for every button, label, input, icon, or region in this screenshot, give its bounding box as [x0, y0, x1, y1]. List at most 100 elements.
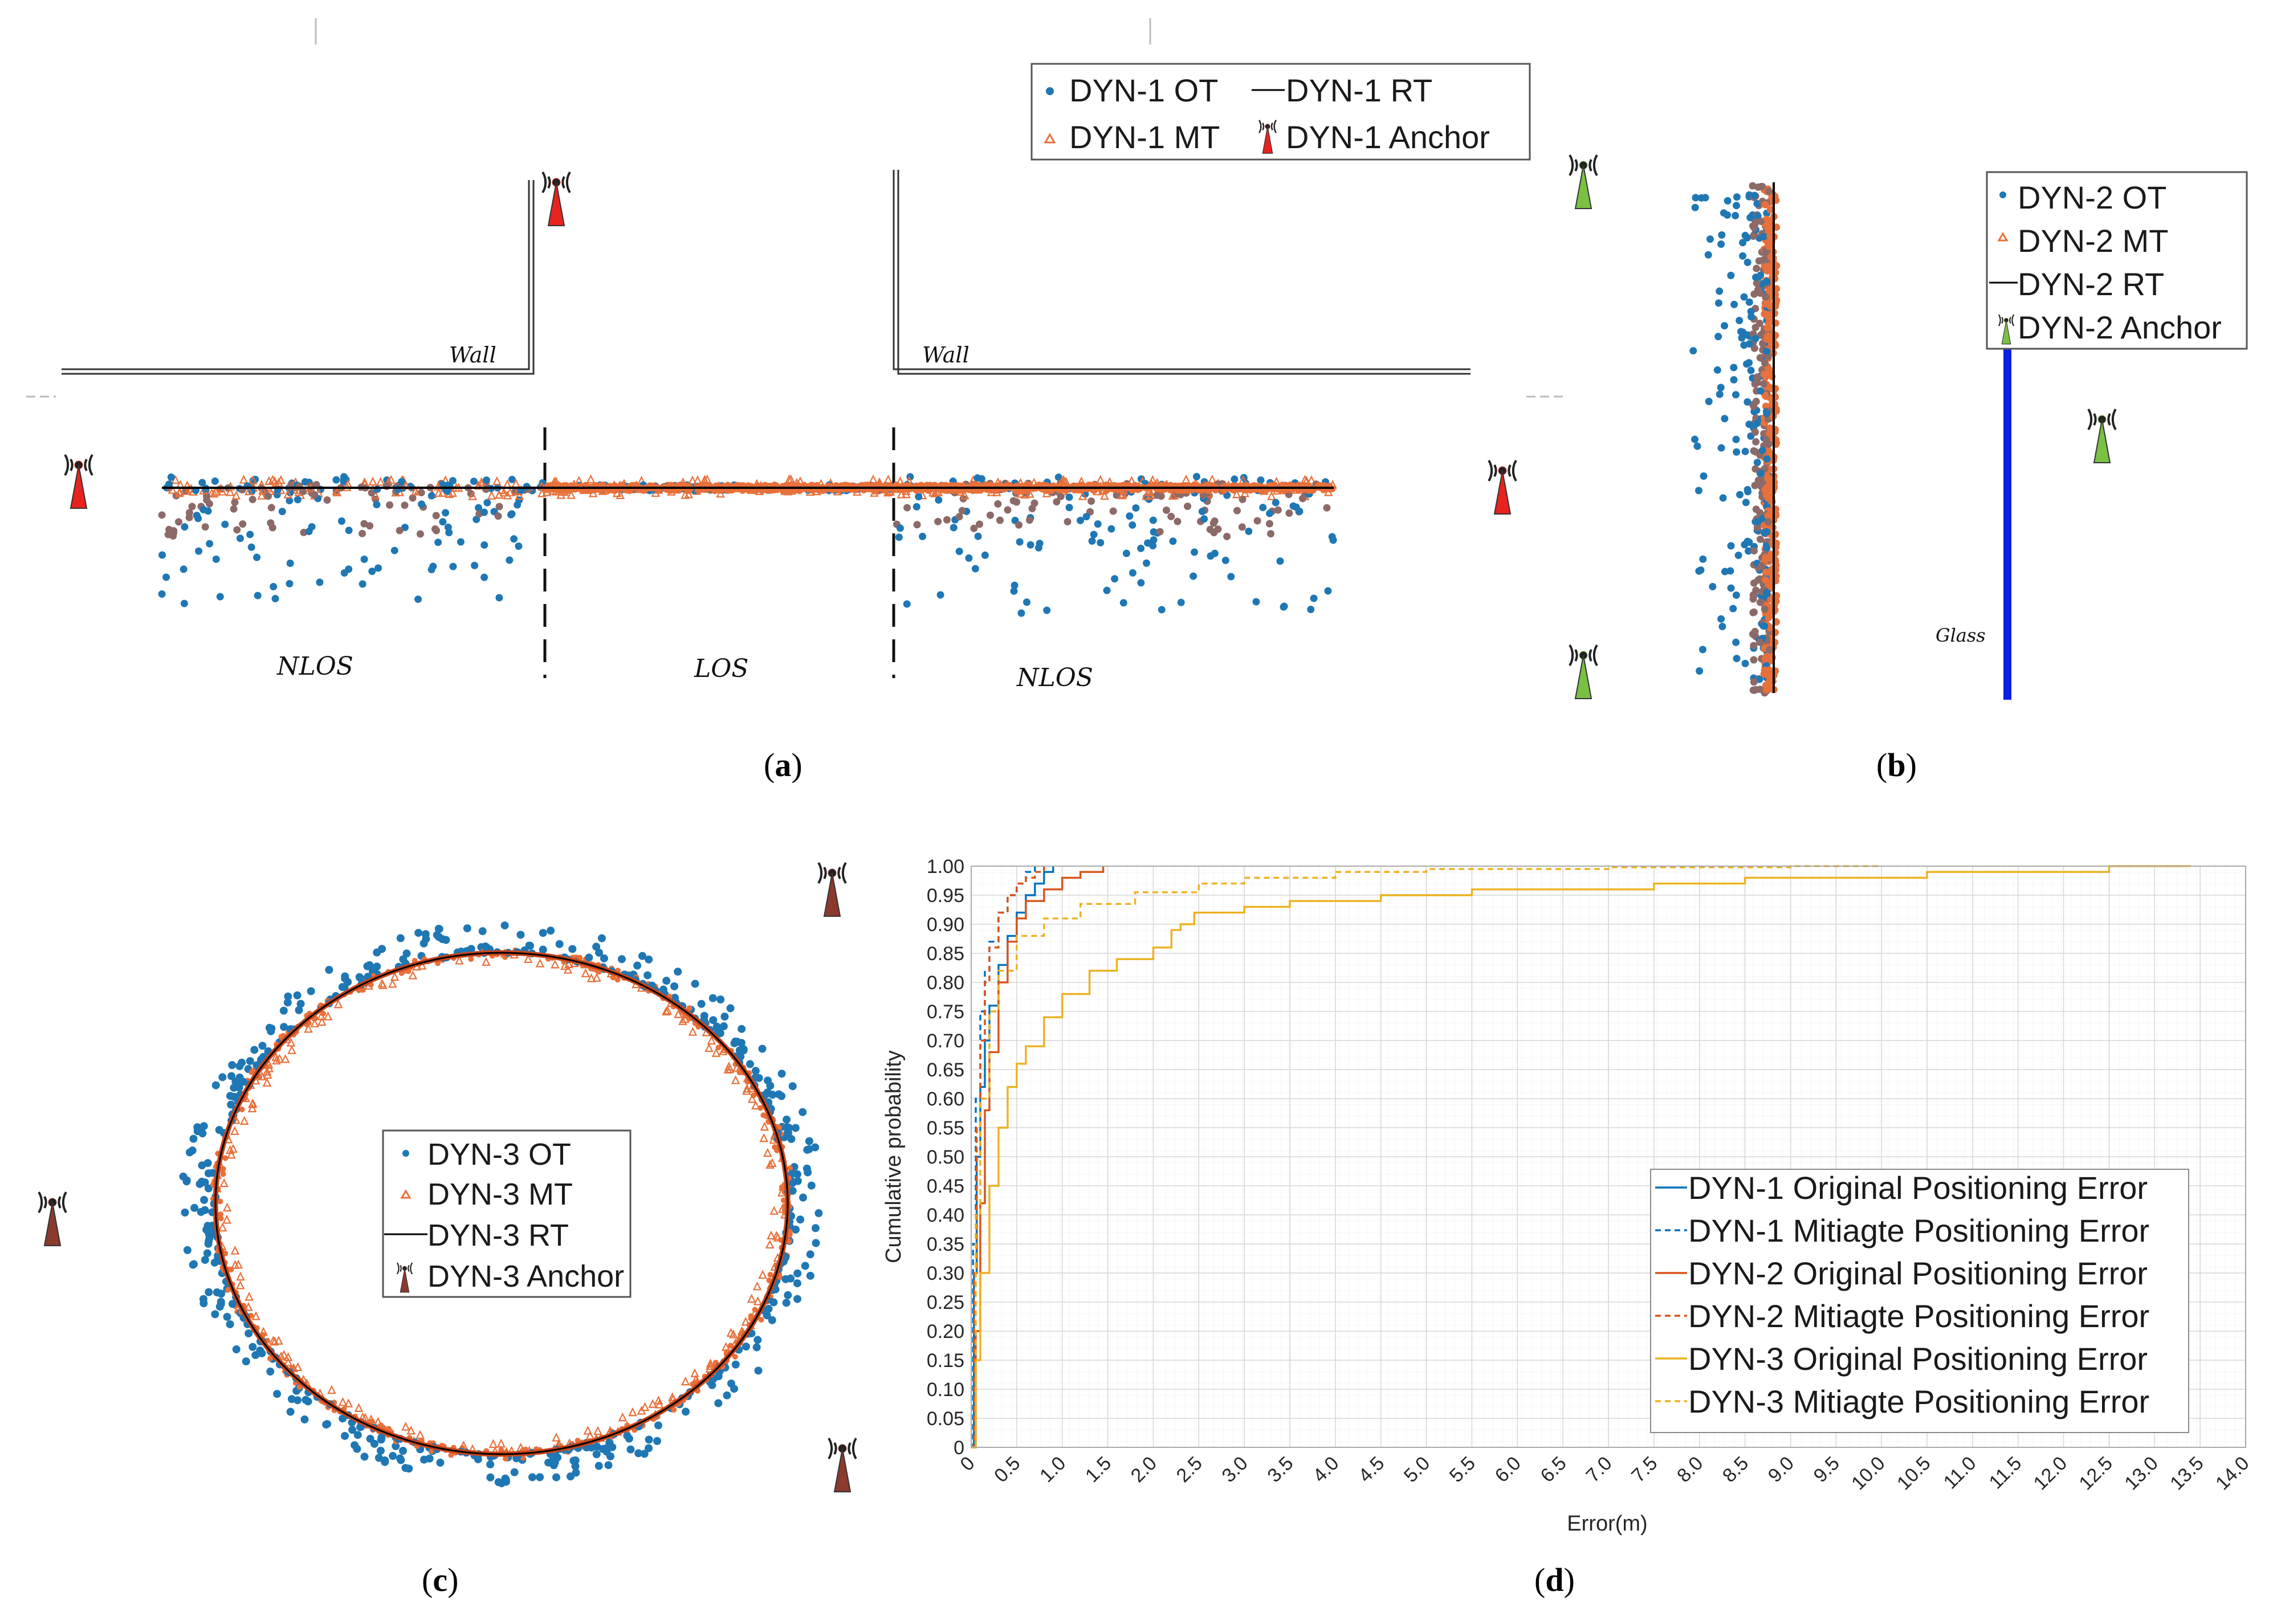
dyn3-anchor-bottom-right — [828, 1437, 857, 1493]
ot-point — [1119, 599, 1127, 607]
ot-point — [286, 580, 294, 587]
mt-point — [731, 1075, 740, 1084]
ot-point — [1744, 398, 1751, 406]
mt-point — [487, 491, 496, 500]
ot-point — [1292, 503, 1300, 511]
ot-point — [633, 961, 642, 970]
mt-point — [663, 1006, 673, 1015]
overlap-point — [1298, 495, 1306, 503]
panel-b: Glass DYN-2 OT DYN-2 MT DYN-2 RT DYN-2 A… — [1526, 154, 2248, 784]
mt-point — [286, 1038, 296, 1047]
ot-point — [472, 516, 480, 524]
dyn3-anchor-top-right — [817, 862, 847, 917]
ot-point — [217, 1290, 226, 1298]
mt-point — [219, 1178, 229, 1188]
dyn1-anchor-top — [541, 171, 571, 227]
overlap-point — [1751, 482, 1759, 489]
legend-a-anchor: DYN-1 Anchor — [1286, 119, 1490, 155]
ot-point — [228, 1061, 237, 1070]
ot-point — [784, 1291, 792, 1299]
x-tick-label: 11.0 — [1940, 1452, 1981, 1494]
mt-point — [220, 1171, 226, 1177]
overlap-point — [1156, 528, 1164, 536]
mt-point — [1762, 568, 1770, 576]
ot-point — [1719, 494, 1727, 502]
overlap-point — [1750, 608, 1758, 616]
mt-point — [719, 1046, 728, 1055]
ot-point — [1755, 273, 1763, 281]
dyn2-anchor-bottom-left — [1569, 644, 1598, 700]
mt-point — [1765, 365, 1773, 373]
ot-point — [974, 532, 982, 540]
overlap-point — [1113, 491, 1121, 499]
ot-point — [1272, 499, 1280, 507]
mt-point — [593, 1426, 602, 1435]
overlap-point — [943, 516, 951, 524]
overlap-point — [417, 489, 425, 497]
mt-point — [721, 1342, 731, 1351]
x-axis-label: Error(m) — [1567, 1512, 1647, 1536]
mt-point — [267, 1356, 273, 1362]
y-tick-label: 0.10 — [927, 1379, 964, 1401]
x-tick-label: 10.5 — [1893, 1452, 1935, 1495]
overlap-point — [1750, 344, 1758, 352]
mt-point — [758, 1317, 764, 1323]
overlap-point — [1749, 630, 1757, 638]
mt-point — [218, 1215, 224, 1222]
ot-point — [253, 553, 261, 561]
ot-point — [182, 1177, 191, 1186]
legend-marker-mt — [400, 1189, 412, 1199]
legend-a-ot: DYN-1 OT — [1069, 72, 1218, 108]
ot-point — [203, 1249, 211, 1258]
mt-point — [235, 1280, 245, 1290]
ot-point — [190, 1203, 199, 1212]
ot-point — [515, 496, 523, 504]
ot-point — [782, 1299, 791, 1307]
overlap-point — [231, 499, 239, 507]
ot-point — [555, 940, 564, 948]
ot-point — [341, 1431, 349, 1440]
overlap-point — [1174, 517, 1182, 525]
mt-point — [175, 487, 185, 496]
mt-point — [779, 1184, 785, 1190]
x-tick-label: 13.0 — [2120, 1452, 2162, 1495]
ot-point — [398, 1446, 407, 1455]
overlap-point — [1749, 182, 1757, 190]
overlap-point — [1153, 491, 1161, 499]
overlap-point — [264, 492, 272, 500]
ot-point — [332, 476, 340, 484]
mt-point — [226, 1145, 235, 1154]
ot-point — [486, 1460, 495, 1468]
ot-point — [777, 1092, 786, 1100]
dyn1-trajectory — [158, 472, 1337, 617]
ot-point — [1065, 493, 1073, 501]
ot-point — [457, 538, 465, 546]
overlap-point — [1760, 430, 1768, 438]
mt-point — [405, 968, 412, 974]
y-tick-label: 0.20 — [927, 1321, 964, 1343]
mt-point — [759, 1133, 768, 1142]
ot-point — [1169, 537, 1177, 545]
ot-point — [1727, 584, 1735, 592]
mt-point — [1232, 489, 1241, 499]
ot-point — [1692, 194, 1700, 202]
mt-point — [787, 1165, 793, 1172]
mt-point — [567, 489, 576, 499]
ot-point — [1763, 528, 1771, 536]
mt-point — [780, 1197, 787, 1203]
ot-point — [539, 945, 547, 954]
mt-point — [786, 1238, 792, 1244]
overlap-point — [1761, 605, 1769, 613]
overlap-point — [1753, 279, 1761, 287]
mt-point — [688, 1027, 698, 1036]
ot-point — [971, 565, 979, 573]
mt-point — [230, 1246, 240, 1255]
x-tick-label: 6.5 — [1537, 1452, 1571, 1487]
mt-point — [777, 1188, 787, 1197]
ot-point — [617, 955, 626, 964]
overlap-point — [1015, 521, 1023, 529]
mt-point — [503, 1455, 509, 1462]
overlap-point — [416, 530, 424, 538]
ot-point — [1733, 448, 1741, 456]
